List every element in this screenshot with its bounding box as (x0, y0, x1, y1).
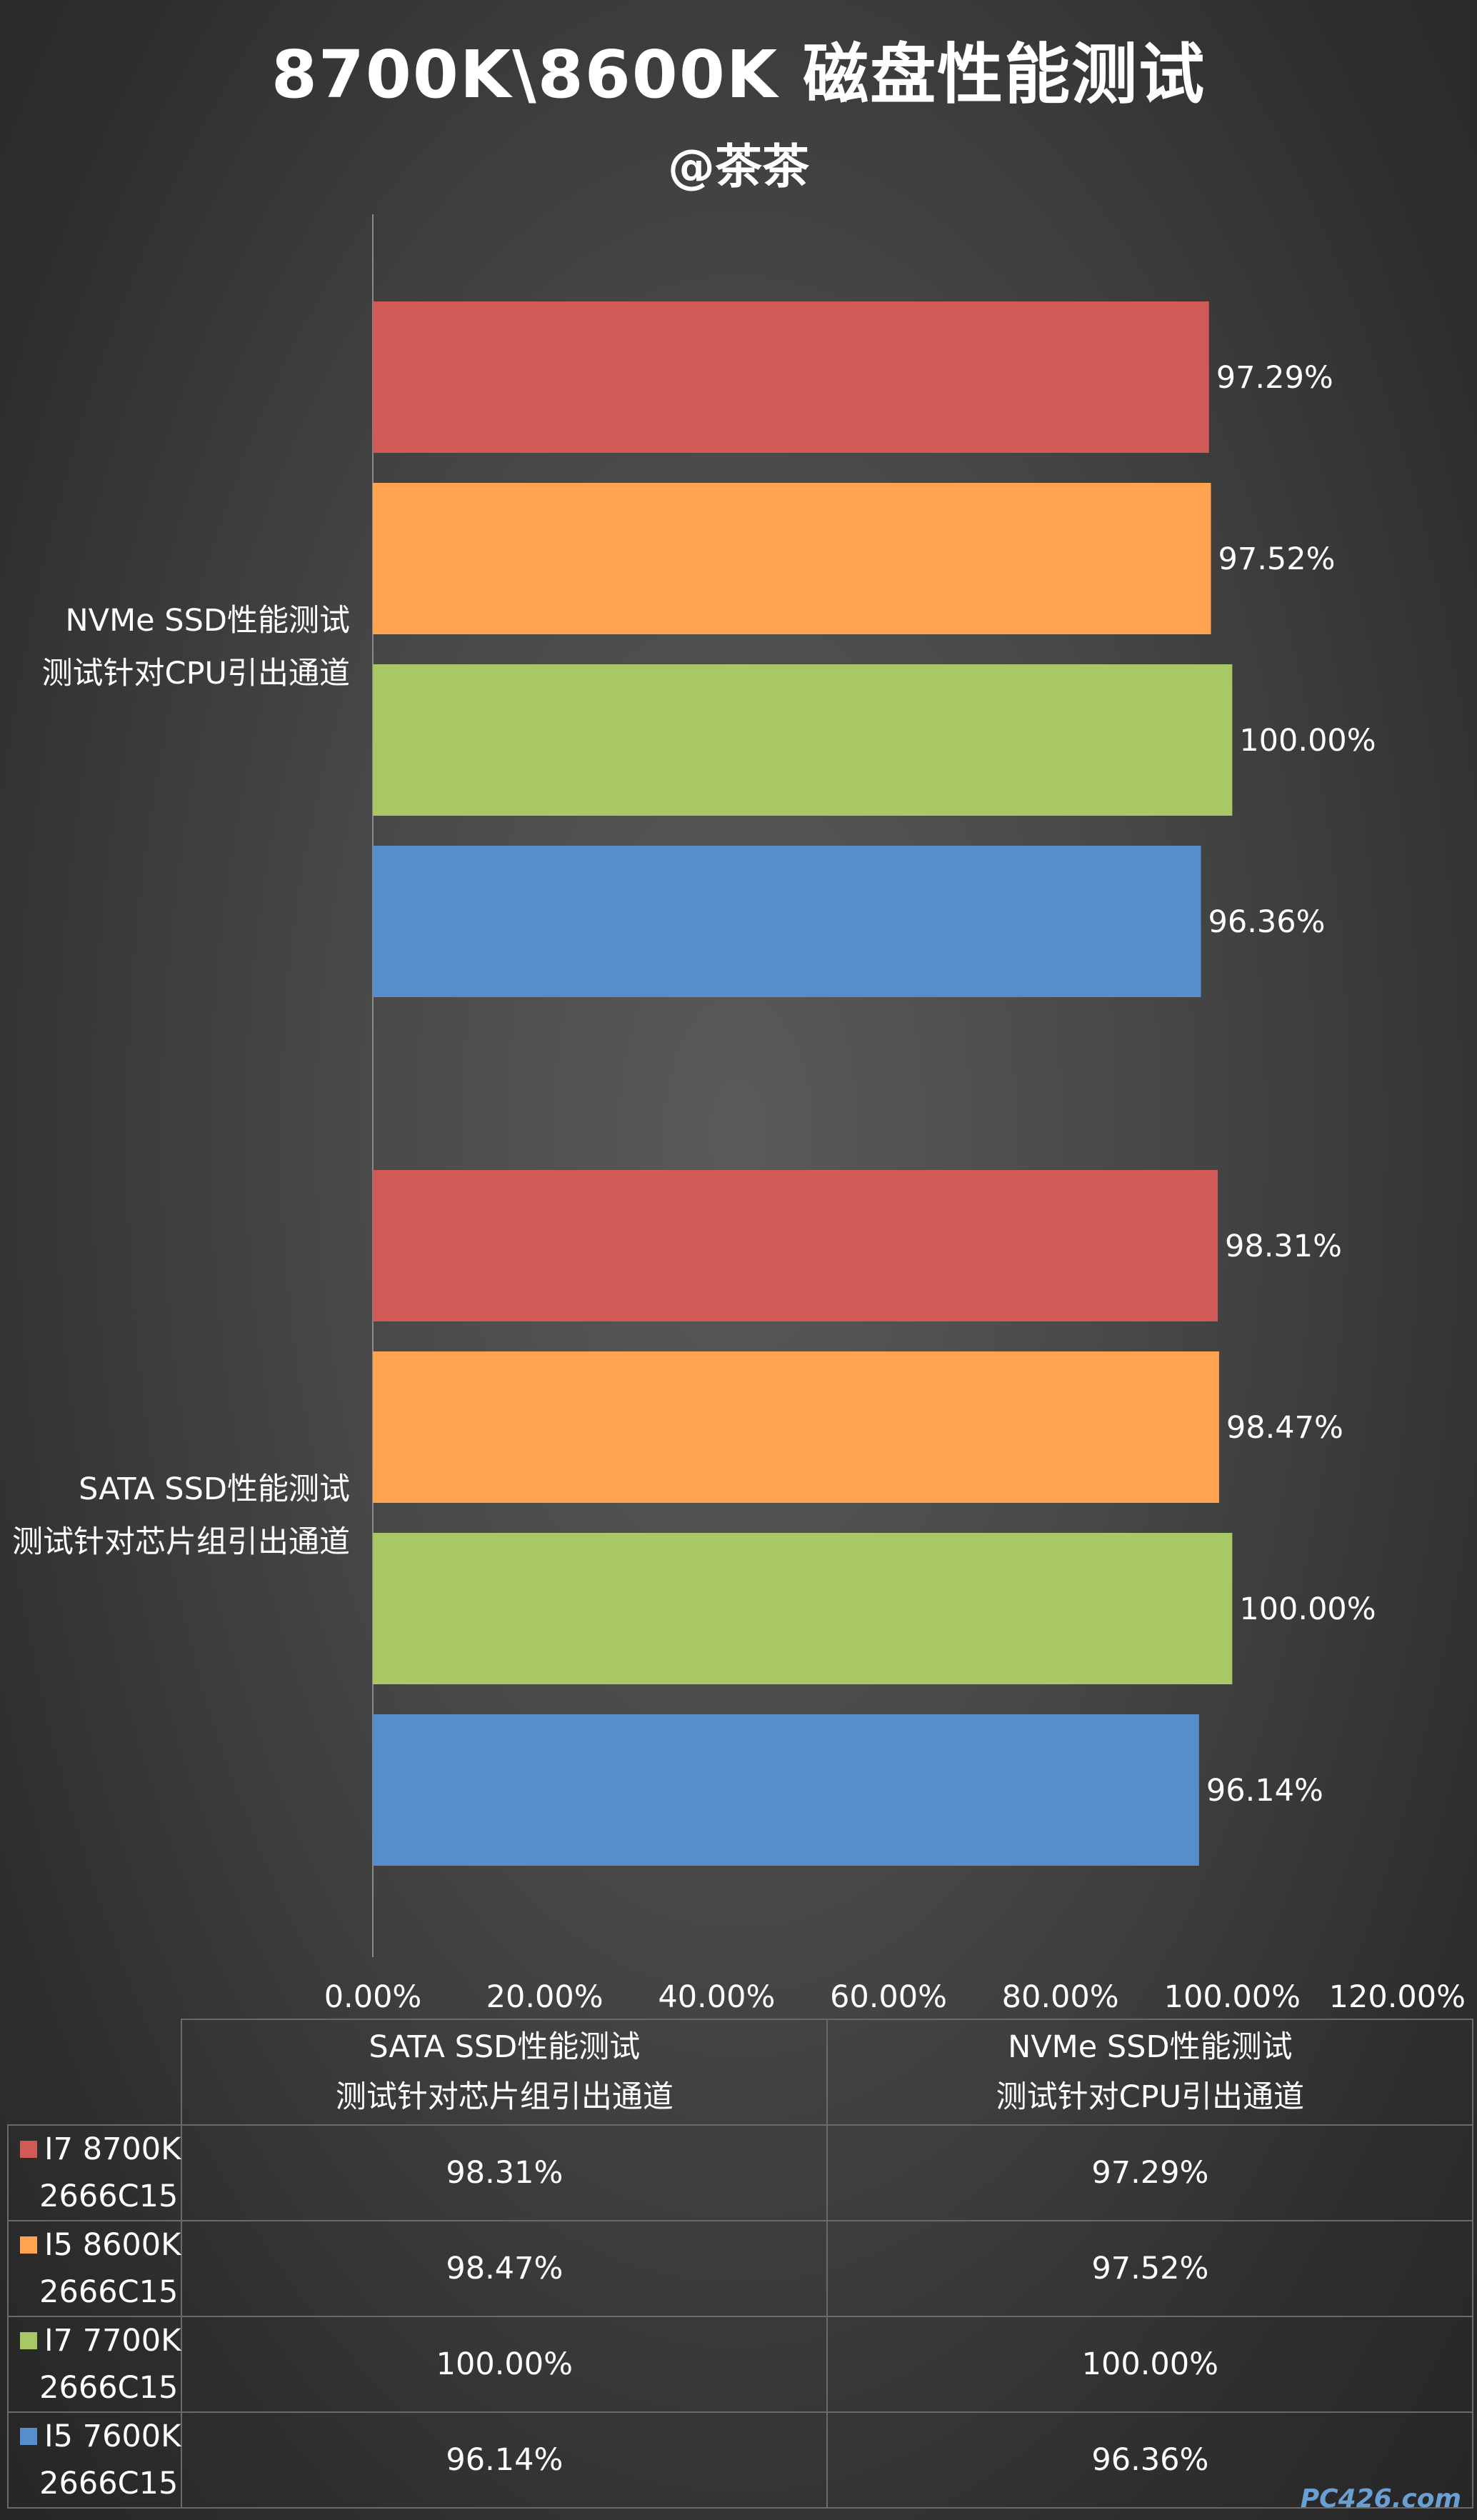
data-label: 100.00% (1239, 723, 1376, 759)
table-header-nvme: NVMe SSD性能测试 测试针对CPU引出通道 (826, 2019, 1474, 2126)
x-tick-label: 0.00% (324, 1979, 422, 2015)
data-table: SATA SSD性能测试 测试针对芯片组引出通道 NVMe SSD性能测试 测试… (6, 2019, 1474, 2509)
series-legend-cell: I7 7700K 2666C15 (6, 2316, 183, 2413)
header-line2: 测试针对CPU引出通道 (996, 2079, 1305, 2115)
data-label: 100.00% (1239, 1591, 1376, 1627)
bar (373, 301, 1209, 453)
data-label: 96.36% (1208, 904, 1326, 940)
bar (373, 664, 1233, 816)
series-legend-cell: I5 8600K 2666C15 (6, 2220, 183, 2317)
legend-swatch (20, 2141, 37, 2158)
table-cell: 97.29% (826, 2124, 1474, 2221)
legend-swatch (20, 2428, 37, 2445)
series-name: I5 7600K (44, 2419, 181, 2454)
data-label: 98.31% (1225, 1229, 1342, 1264)
table-header-sata: SATA SSD性能测试 测试针对芯片组引出通道 (181, 2019, 828, 2126)
table-cell: 98.31% (181, 2124, 828, 2221)
category-label-sata: SATA SSD性能测试 测试针对芯片组引出通道 (0, 1463, 350, 1569)
table-cell: 97.52% (826, 2220, 1474, 2317)
bar-chart: 97.29% 97.52% 100.00% 96.36% 98.31% 98.47% 100… (324, 214, 1466, 2015)
header-line1: NVMe SSD性能测试 (1008, 2029, 1293, 2065)
bar (373, 1351, 1219, 1503)
data-label: 97.52% (1218, 541, 1335, 577)
watermark-logo: PC426.com (1300, 2484, 1461, 2514)
chart-title: 8700K\8600K 磁盘性能测试 (271, 36, 1206, 113)
table-row: I7 7700K 2666C15 100.00% 100.00% (6, 2316, 1474, 2413)
bar (373, 483, 1211, 634)
table-cell: 96.14% (181, 2411, 828, 2509)
bar (373, 1170, 1218, 1321)
category-label-line1: SATA SSD性能测试 (79, 1471, 350, 1507)
table-cell: 96.36% (826, 2411, 1474, 2509)
table-corner (8, 2019, 183, 2126)
series-legend-cell: I5 7600K 2666C15 (6, 2411, 183, 2509)
series-name: I7 7700K (44, 2323, 181, 2359)
category-label-line2: 测试针对CPU引出通道 (41, 656, 350, 691)
legend-swatch (20, 2236, 37, 2254)
series-name-line2: 2666C15 (39, 2370, 179, 2406)
x-tick-label: 80.00% (1002, 1979, 1119, 2015)
series-name-line2: 2666C15 (39, 2274, 179, 2310)
data-label: 96.14% (1206, 1773, 1323, 1809)
table-cell: 100.00% (826, 2316, 1474, 2413)
data-label: 98.47% (1226, 1410, 1343, 1446)
table-cell: 98.47% (181, 2220, 828, 2317)
x-tick-label: 120.00% (1329, 1979, 1466, 2015)
table-row: I7 8700K 2666C15 98.31% 97.29% (6, 2124, 1474, 2221)
header-line1: SATA SSD性能测试 (369, 2029, 641, 2065)
category-label-line2: 测试针对芯片组引出通道 (12, 1524, 350, 1560)
x-tick-label: 100.00% (1164, 1979, 1301, 2015)
series-name-line2: 2666C15 (39, 2179, 179, 2214)
series-legend-cell: I7 8700K 2666C15 (6, 2124, 183, 2221)
table-cell: 100.00% (181, 2316, 828, 2413)
x-tick-label: 20.00% (486, 1979, 604, 2015)
category-label-line1: NVMe SSD性能测试 (65, 603, 350, 639)
header-line2: 测试针对芯片组引出通道 (335, 2079, 674, 2115)
chart-subtitle: @茶茶 (668, 139, 809, 194)
series-name: I5 8600K (44, 2227, 181, 2263)
series-name: I7 8700K (44, 2131, 181, 2167)
table-row: I5 8600K 2666C15 98.47% 97.52% (6, 2220, 1474, 2317)
table-row: I5 7600K 2666C15 96.14% 96.36% (6, 2411, 1474, 2509)
bar (373, 846, 1201, 997)
bar (373, 1714, 1199, 1866)
table-header-row: SATA SSD性能测试 测试针对芯片组引出通道 NVMe SSD性能测试 测试… (8, 2019, 1474, 2126)
x-tick-label: 60.00% (830, 1979, 947, 2015)
x-tick-label: 40.00% (658, 1979, 775, 2015)
data-label: 97.29% (1216, 360, 1333, 396)
bar (373, 1533, 1233, 1684)
series-name-line2: 2666C15 (39, 2466, 179, 2501)
legend-swatch (20, 2332, 37, 2349)
category-label-nvme: NVMe SSD性能测试 测试针对CPU引出通道 (0, 594, 350, 700)
